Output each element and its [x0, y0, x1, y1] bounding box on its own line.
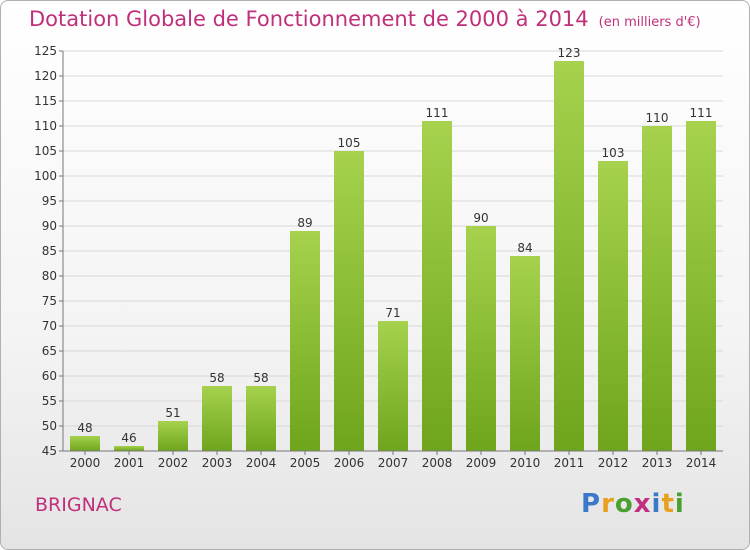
x-tick-label: 2005: [290, 456, 321, 470]
x-tick-label: 2007: [378, 456, 409, 470]
data-label: 84: [517, 241, 532, 255]
y-tick-label: 105: [34, 144, 57, 158]
bar: [202, 386, 232, 451]
data-label: 111: [426, 106, 449, 120]
y-tick-label: 75: [42, 294, 57, 308]
x-tick-label: 2012: [598, 456, 629, 470]
title-text: Dotation Globale de Fonctionnement de 20…: [29, 7, 589, 31]
data-label: 89: [297, 216, 312, 230]
chart-title: Dotation Globale de Fonctionnement de 20…: [29, 7, 701, 31]
y-tick-label: 115: [34, 94, 57, 108]
data-label: 58: [253, 371, 268, 385]
x-tick-label: 2008: [422, 456, 453, 470]
bar: [378, 321, 408, 451]
data-label: 51: [165, 406, 180, 420]
logo-letter: t: [661, 489, 675, 519]
bar: [246, 386, 276, 451]
data-label: 105: [338, 136, 361, 150]
y-tick-label: 70: [42, 319, 57, 333]
bar: [70, 436, 100, 451]
proxiti-logo: Proxiti: [581, 489, 685, 519]
bar: [290, 231, 320, 451]
bars: 48 46 51 58 58 89 105 71 111 90 84 123 103 110 111: [70, 46, 716, 451]
bar: [158, 421, 188, 451]
bar: [554, 61, 584, 451]
bar: [114, 446, 144, 451]
data-label: 58: [209, 371, 224, 385]
x-tick-label: 2000: [70, 456, 101, 470]
logo-letter: i: [674, 489, 685, 519]
x-tick-label: 2001: [114, 456, 145, 470]
y-tick-label: 120: [34, 69, 57, 83]
x-tick-label: 2003: [202, 456, 233, 470]
bar: [510, 256, 540, 451]
y-tick-label: 125: [34, 44, 57, 58]
x-tick-label: 2004: [246, 456, 277, 470]
bar: [598, 161, 628, 451]
y-tick-label: 55: [42, 394, 57, 408]
y-tick-label: 85: [42, 244, 57, 258]
data-label: 123: [558, 46, 581, 60]
bar: [422, 121, 452, 451]
y-tick-label: 65: [42, 344, 57, 358]
bar: [466, 226, 496, 451]
unit-label: (en milliers d'€): [598, 15, 701, 30]
data-label: 110: [646, 111, 669, 125]
y-tick-label: 95: [42, 194, 57, 208]
x-tick-label: 2010: [510, 456, 541, 470]
y-tick-label: 80: [42, 269, 57, 283]
x-tick-label: 2009: [466, 456, 497, 470]
logo-letter: r: [601, 489, 615, 519]
place-name: BRIGNAC: [35, 494, 122, 516]
x-tick-label: 2013: [642, 456, 673, 470]
x-tick-label: 2014: [686, 456, 717, 470]
logo-letter: i: [651, 489, 662, 519]
y-tick-label: 60: [42, 369, 57, 383]
data-label: 71: [385, 306, 400, 320]
data-label: 111: [690, 106, 713, 120]
y-tick-label: 100: [34, 169, 57, 183]
x-tick-label: 2011: [554, 456, 585, 470]
y-tick-label: 45: [42, 444, 57, 458]
y-tick-label: 50: [42, 419, 57, 433]
bar: [686, 121, 716, 451]
y-tick-label: 110: [34, 119, 57, 133]
logo-letter: o: [614, 489, 634, 519]
data-label: 103: [602, 146, 625, 160]
y-tick-label: 90: [42, 219, 57, 233]
data-label: 90: [473, 211, 488, 225]
bar: [642, 126, 672, 451]
data-label: 48: [77, 421, 92, 435]
logo-letter: x: [633, 489, 652, 519]
data-label: 46: [121, 431, 136, 445]
x-tick-label: 2002: [158, 456, 189, 470]
bar: [334, 151, 364, 451]
axes: 45 50 55 60 65 70 75 80 85 90 95 100 105 110 115 120 125…: [34, 44, 723, 470]
logo-letter: P: [581, 489, 602, 519]
x-tick-label: 2006: [334, 456, 365, 470]
